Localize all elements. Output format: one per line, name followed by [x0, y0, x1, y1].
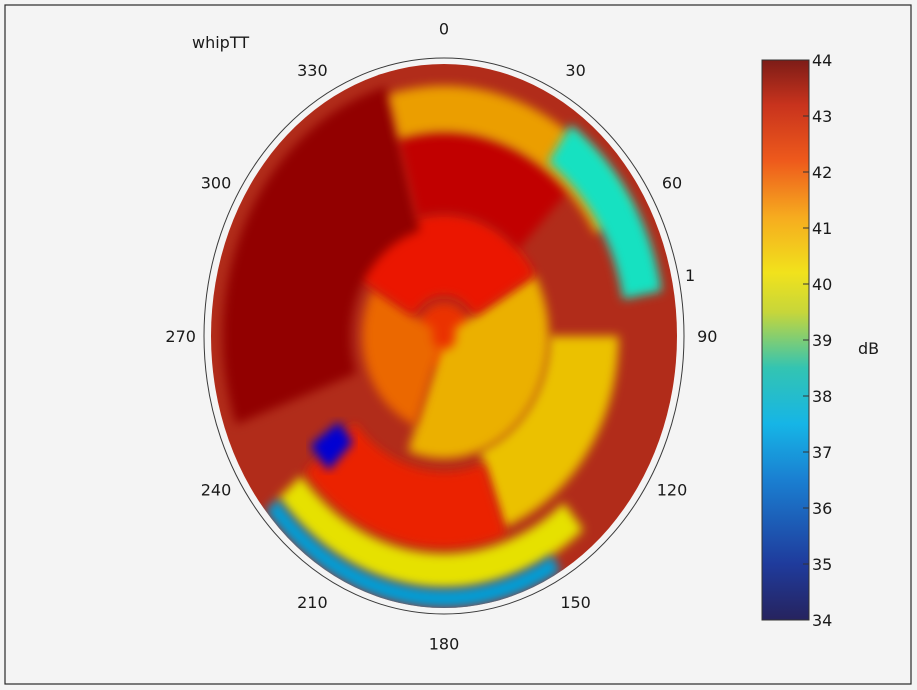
polar-region-2	[362, 288, 440, 426]
angular-tick-label-300: 300	[201, 173, 232, 192]
angular-tick-label-60: 60	[662, 173, 682, 192]
angular-tick-label-90: 90	[697, 327, 717, 346]
polar-outer-ring	[203, 57, 685, 615]
colorbar: 34 35 36 37 38 39 40 41 42 43 44 dB	[761, 51, 879, 630]
colorbar-tick-label-38: 38	[812, 387, 832, 406]
colorbar-tick-label-43: 43	[812, 107, 832, 126]
angular-tick-label-180: 180	[429, 634, 460, 653]
colorbar-tick-label-41: 41	[812, 219, 832, 238]
colorbar-tick-label-44: 44	[812, 51, 832, 70]
colorbar-tick-label-34: 34	[812, 611, 832, 630]
polar-regions	[222, 85, 662, 608]
polar-region-6	[388, 85, 630, 234]
figure-frame	[4, 4, 912, 685]
angular-tick-label-240: 240	[201, 481, 232, 500]
angular-tick-label-120: 120	[657, 481, 688, 500]
polar-region-12	[310, 421, 354, 471]
chart-title: whipTT	[192, 33, 249, 52]
polar-region-8	[479, 336, 619, 528]
polar-region-5	[398, 132, 568, 250]
angular-tick-label-210: 210	[297, 593, 328, 612]
colorbar-tick-labels: 34 35 36 37 38 39 40 41 42 43 44	[803, 51, 832, 630]
polar-region-4	[222, 86, 420, 425]
angular-tick-label-0: 0	[439, 20, 449, 39]
colorbar-tick-label-37: 37	[812, 443, 832, 462]
colorbar-tick-label-39: 39	[812, 331, 832, 350]
angular-tick-label-330: 330	[297, 61, 328, 80]
polar-region-1	[408, 274, 549, 459]
colorbar-label: dB	[858, 339, 879, 358]
angular-tick-label-30: 30	[565, 61, 585, 80]
angular-tick-labels: 0 30 60 90 120 150 180 210 240 270 300 330	[165, 20, 717, 654]
radial-tick-label-1: 1	[685, 266, 695, 285]
polar-region-11	[265, 498, 561, 608]
colorbar-tick-label-42: 42	[812, 163, 832, 182]
angular-tick-label-270: 270	[165, 327, 196, 346]
colorbar-tick-label-40: 40	[812, 275, 832, 294]
polar-plot-area: 0 30 60 90 120 150 180 210 240 270 300 330 1	[165, 20, 717, 654]
polar-region-7	[548, 124, 662, 300]
radial-tick-labels: 1	[685, 266, 695, 285]
colorbar-tick-label-35: 35	[812, 555, 832, 574]
colorbar-scale	[761, 59, 810, 621]
colorbar-tick-label-36: 36	[812, 499, 832, 518]
polar-region-9	[304, 423, 507, 549]
angular-tick-label-150: 150	[560, 593, 591, 612]
polar-region-10	[278, 475, 584, 589]
